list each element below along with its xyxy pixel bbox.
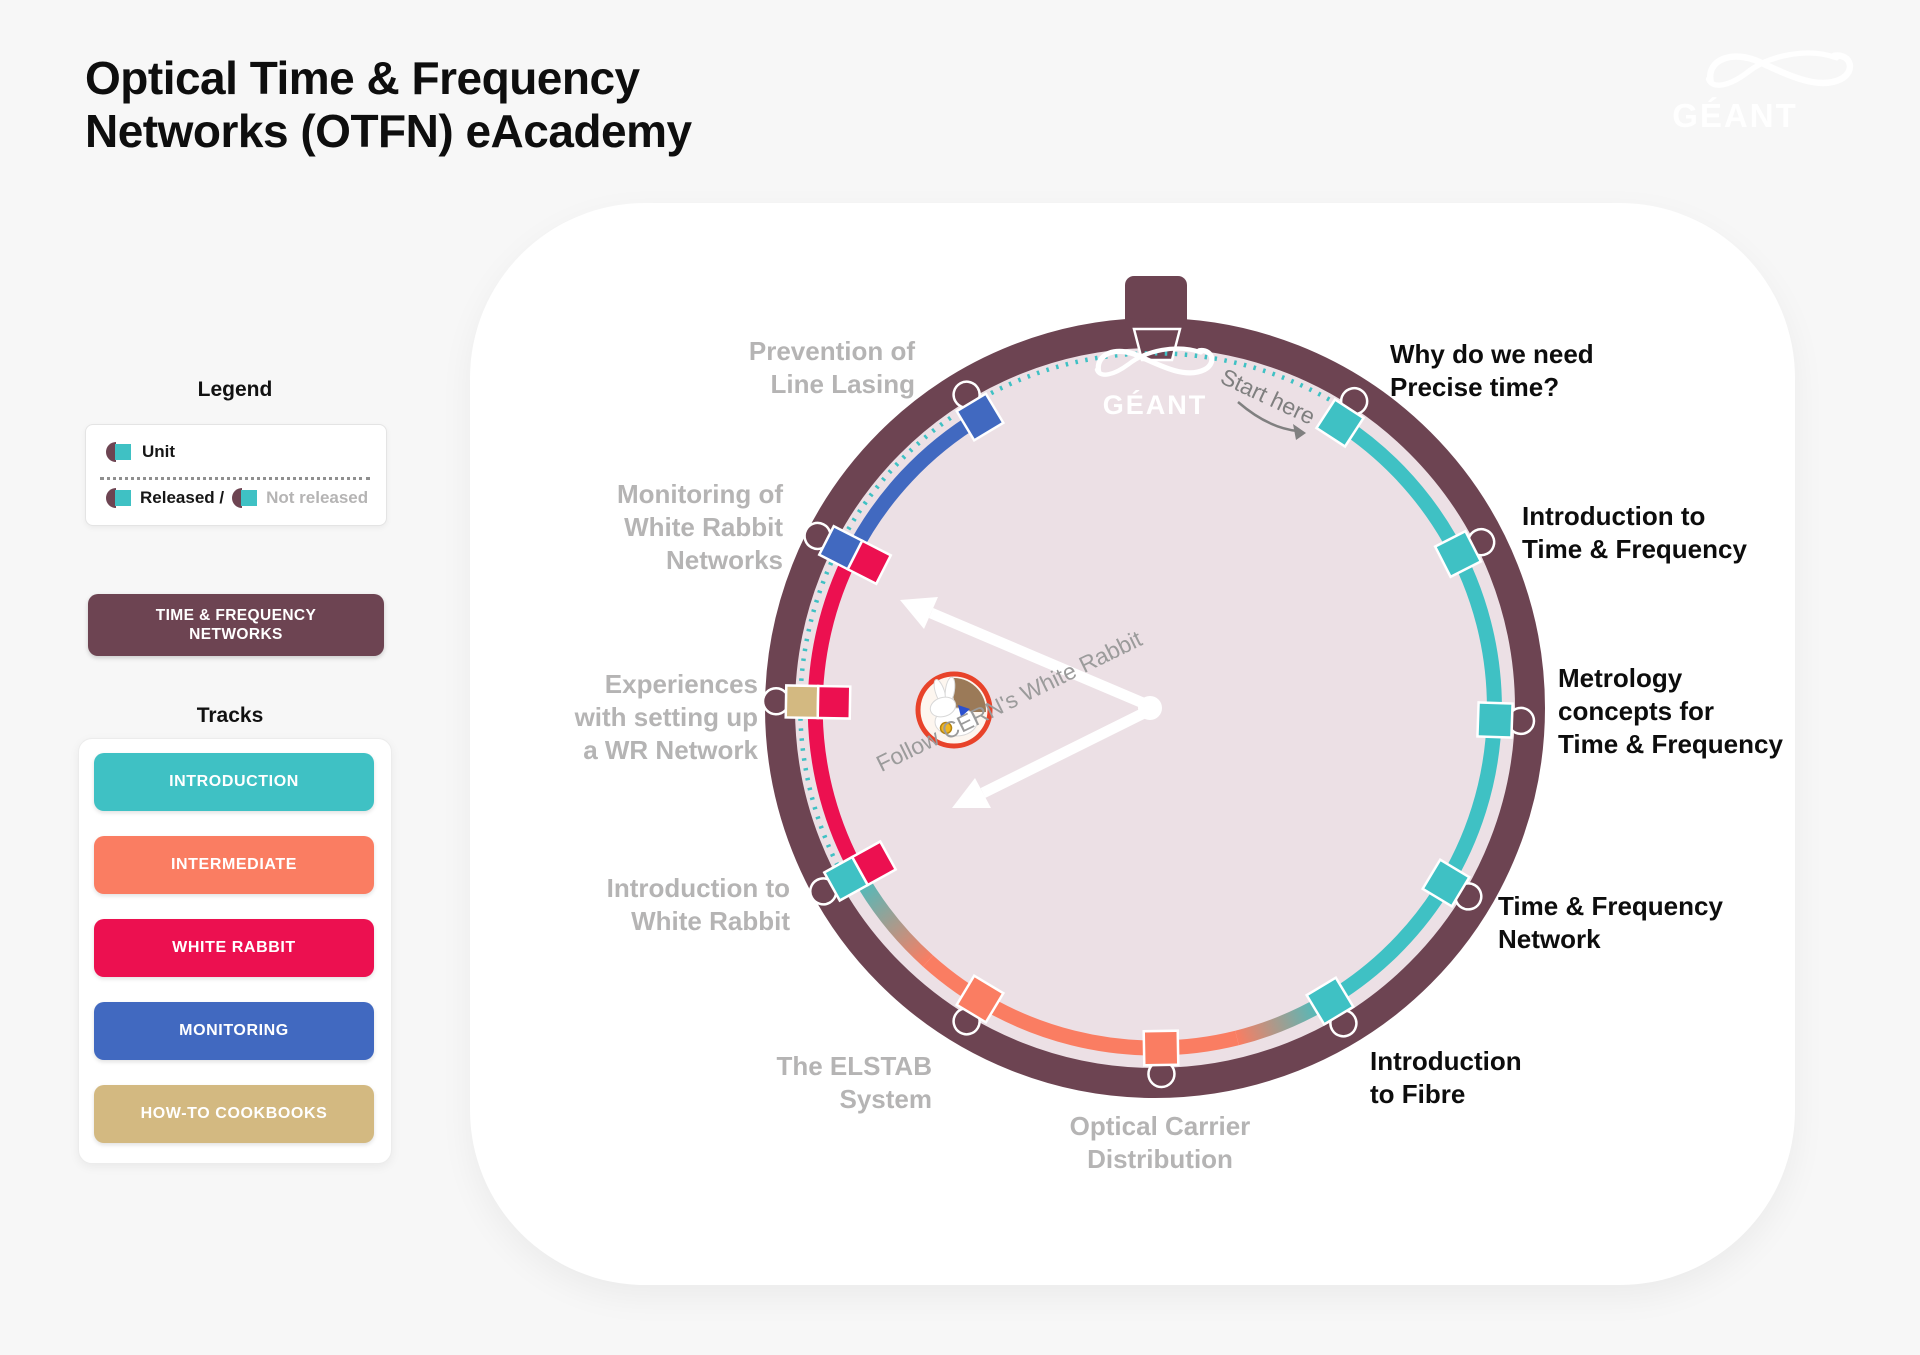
unit-marker-elstab-system[interactable] xyxy=(945,973,1006,1042)
wheel-geant-wordmark: GÉANT xyxy=(1102,390,1208,420)
tracks-card: INTRODUCTION INTERMEDIATE WHITE RABBIT M… xyxy=(78,738,392,1164)
legend-divider xyxy=(100,477,370,480)
unit-label-elstab-system: The ELSTAB System xyxy=(776,1051,932,1114)
start-here-arrowhead xyxy=(1293,424,1306,440)
unit-marker-icon xyxy=(106,442,131,462)
legend-released-row: Released / Not released xyxy=(104,487,368,509)
unit-marker-why-precise-time[interactable] xyxy=(1314,381,1375,449)
geant-swoosh-icon xyxy=(1705,50,1854,88)
track-button-howto-cookbooks[interactable]: HOW-TO COOKBOOKS xyxy=(94,1085,374,1143)
track-button-monitoring[interactable]: MONITORING xyxy=(94,1002,374,1060)
unit-label-experiences-wr: Experiences with setting up a WR Network xyxy=(574,669,758,765)
page-title: Optical Time & Frequency Networks (OTFN)… xyxy=(85,52,692,158)
start-here-arrow xyxy=(1237,401,1299,433)
unit-label-metrology-concepts: Metrology concepts for Time & Frequency xyxy=(1558,663,1783,759)
not-released-marker-icon xyxy=(232,488,258,508)
legend-heading: Legend xyxy=(197,378,273,401)
legend-unit-label: Unit xyxy=(142,442,176,461)
white-rabbit-logo xyxy=(915,671,993,749)
unit-label-intro-white-rabbit: Introduction to White Rabbit xyxy=(606,873,790,936)
unit-marker-intro-white-rabbit[interactable] xyxy=(804,839,898,911)
unit-label-optical-carrier: Optical Carrier Distribution xyxy=(1069,1111,1251,1174)
unit-marker-experiences-wr-network[interactable] xyxy=(761,684,852,720)
follow-arrowhead-lower xyxy=(952,778,991,808)
legend-unit-row: Unit xyxy=(104,441,175,463)
unit-marker-intro-time-frequency[interactable] xyxy=(1433,521,1500,579)
unit-marker-time-frequency-network[interactable] xyxy=(1420,857,1489,918)
wheel-center-dot xyxy=(1138,696,1162,720)
unit-marker-monitoring-wr-networks[interactable] xyxy=(799,516,893,586)
unit-label-why-precise-time: Why do we need Precise time? xyxy=(1390,339,1594,402)
time-frequency-networks-button[interactable]: TIME & FREQUENCY NETWORKS xyxy=(88,594,384,656)
wheel-geant-logo: GÉANT xyxy=(1080,342,1230,432)
arc-intermediate xyxy=(922,955,1239,1056)
wheel-geant-swoosh-icon xyxy=(1094,346,1215,377)
track-button-introduction[interactable]: INTRODUCTION xyxy=(94,753,374,811)
unit-marker-optical-carrier[interactable] xyxy=(1142,1029,1180,1089)
unit-label-time-frequency-network: Time & Frequency Network xyxy=(1498,891,1723,954)
unit-marker-metrology-concepts[interactable] xyxy=(1476,701,1536,739)
track-button-intermediate[interactable]: INTERMEDIATE xyxy=(94,836,374,894)
geant-logo: GÉANT xyxy=(1655,45,1855,155)
arc-monitoring xyxy=(845,410,984,558)
unit-label-monitoring-wr: Monitoring of White Rabbit Networks xyxy=(616,479,783,575)
tracks-heading: Tracks xyxy=(196,704,264,727)
follow-arrow-upper xyxy=(928,607,1153,712)
unit-marker-intro-fibre[interactable] xyxy=(1304,975,1365,1044)
unit-marker-prevention-line-lasing[interactable] xyxy=(945,375,1006,443)
legend-not-released-label: Not released xyxy=(266,488,369,507)
released-marker-icon xyxy=(106,488,131,508)
geant-wordmark: GÉANT xyxy=(1672,97,1798,134)
track-button-white-rabbit[interactable]: WHITE RABBIT xyxy=(94,919,374,977)
legend-released-label: Released / xyxy=(140,488,225,507)
legend-box: Unit Released / Not released xyxy=(85,424,387,526)
unit-label-intro-fibre: Introduction to Fibre xyxy=(1370,1046,1522,1109)
follow-arrowhead-upper xyxy=(900,597,938,629)
unit-label-prevention-line-lasing: Prevention of Line Lasing xyxy=(748,336,915,399)
unit-label-intro-time-frequency: Introduction to Time & Frequency xyxy=(1522,501,1747,564)
follow-arrow-lower xyxy=(980,705,1153,798)
